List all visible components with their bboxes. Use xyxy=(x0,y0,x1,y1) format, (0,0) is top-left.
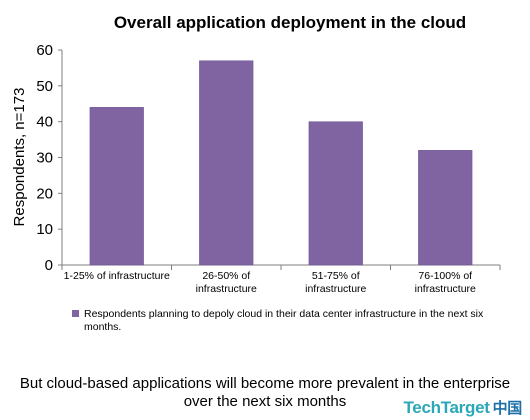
x-category-label: 1-25% of infrastructure xyxy=(64,270,170,282)
caption-line-1: But cloud-based applications will become… xyxy=(19,375,511,392)
x-category-label: 26-50% of xyxy=(202,270,250,282)
x-category-labels: 1-25% of infrastructure 26-50% ofinfrastr… xyxy=(64,270,476,295)
legend-swatch xyxy=(72,310,79,317)
bar xyxy=(89,107,144,266)
legend-label-line-1: Respondents planning to depoly cloud in … xyxy=(84,308,484,320)
x-category-label: infrastructure xyxy=(196,283,257,295)
bar xyxy=(199,60,254,266)
logo-text: TechTarget xyxy=(403,398,490,417)
y-tick-label: 60 xyxy=(36,42,53,59)
x-category-label: 51-75% of xyxy=(312,270,360,282)
bar xyxy=(418,150,473,266)
x-category-label: infrastructure xyxy=(415,283,476,295)
y-tick-label: 30 xyxy=(36,150,53,167)
bars xyxy=(89,60,473,266)
y-tick-label: 10 xyxy=(36,221,53,238)
legend: Respondents planning to depoly cloud in … xyxy=(72,308,484,333)
bar xyxy=(308,121,363,266)
x-category-label: 76-100% of xyxy=(418,270,472,282)
y-tick-label: 40 xyxy=(36,114,53,131)
chart-title: Overall application deployment in the cl… xyxy=(114,13,466,32)
y-tick-label: 20 xyxy=(36,185,53,202)
x-category-label: infrastructure xyxy=(305,283,366,295)
legend-label-line-2: months. xyxy=(84,321,121,333)
y-tick-labels: 0 10 20 30 40 50 60 xyxy=(36,42,53,274)
y-tick-label: 0 xyxy=(45,257,53,274)
logo-suffix: 中国 xyxy=(492,400,523,417)
techtarget-logo: TechTarget 中国 xyxy=(401,397,524,418)
y-tick-label: 50 xyxy=(36,78,53,95)
caption-line-2: over the next six months xyxy=(183,393,347,410)
y-axis-label: Respondents, n=173 xyxy=(11,88,28,227)
